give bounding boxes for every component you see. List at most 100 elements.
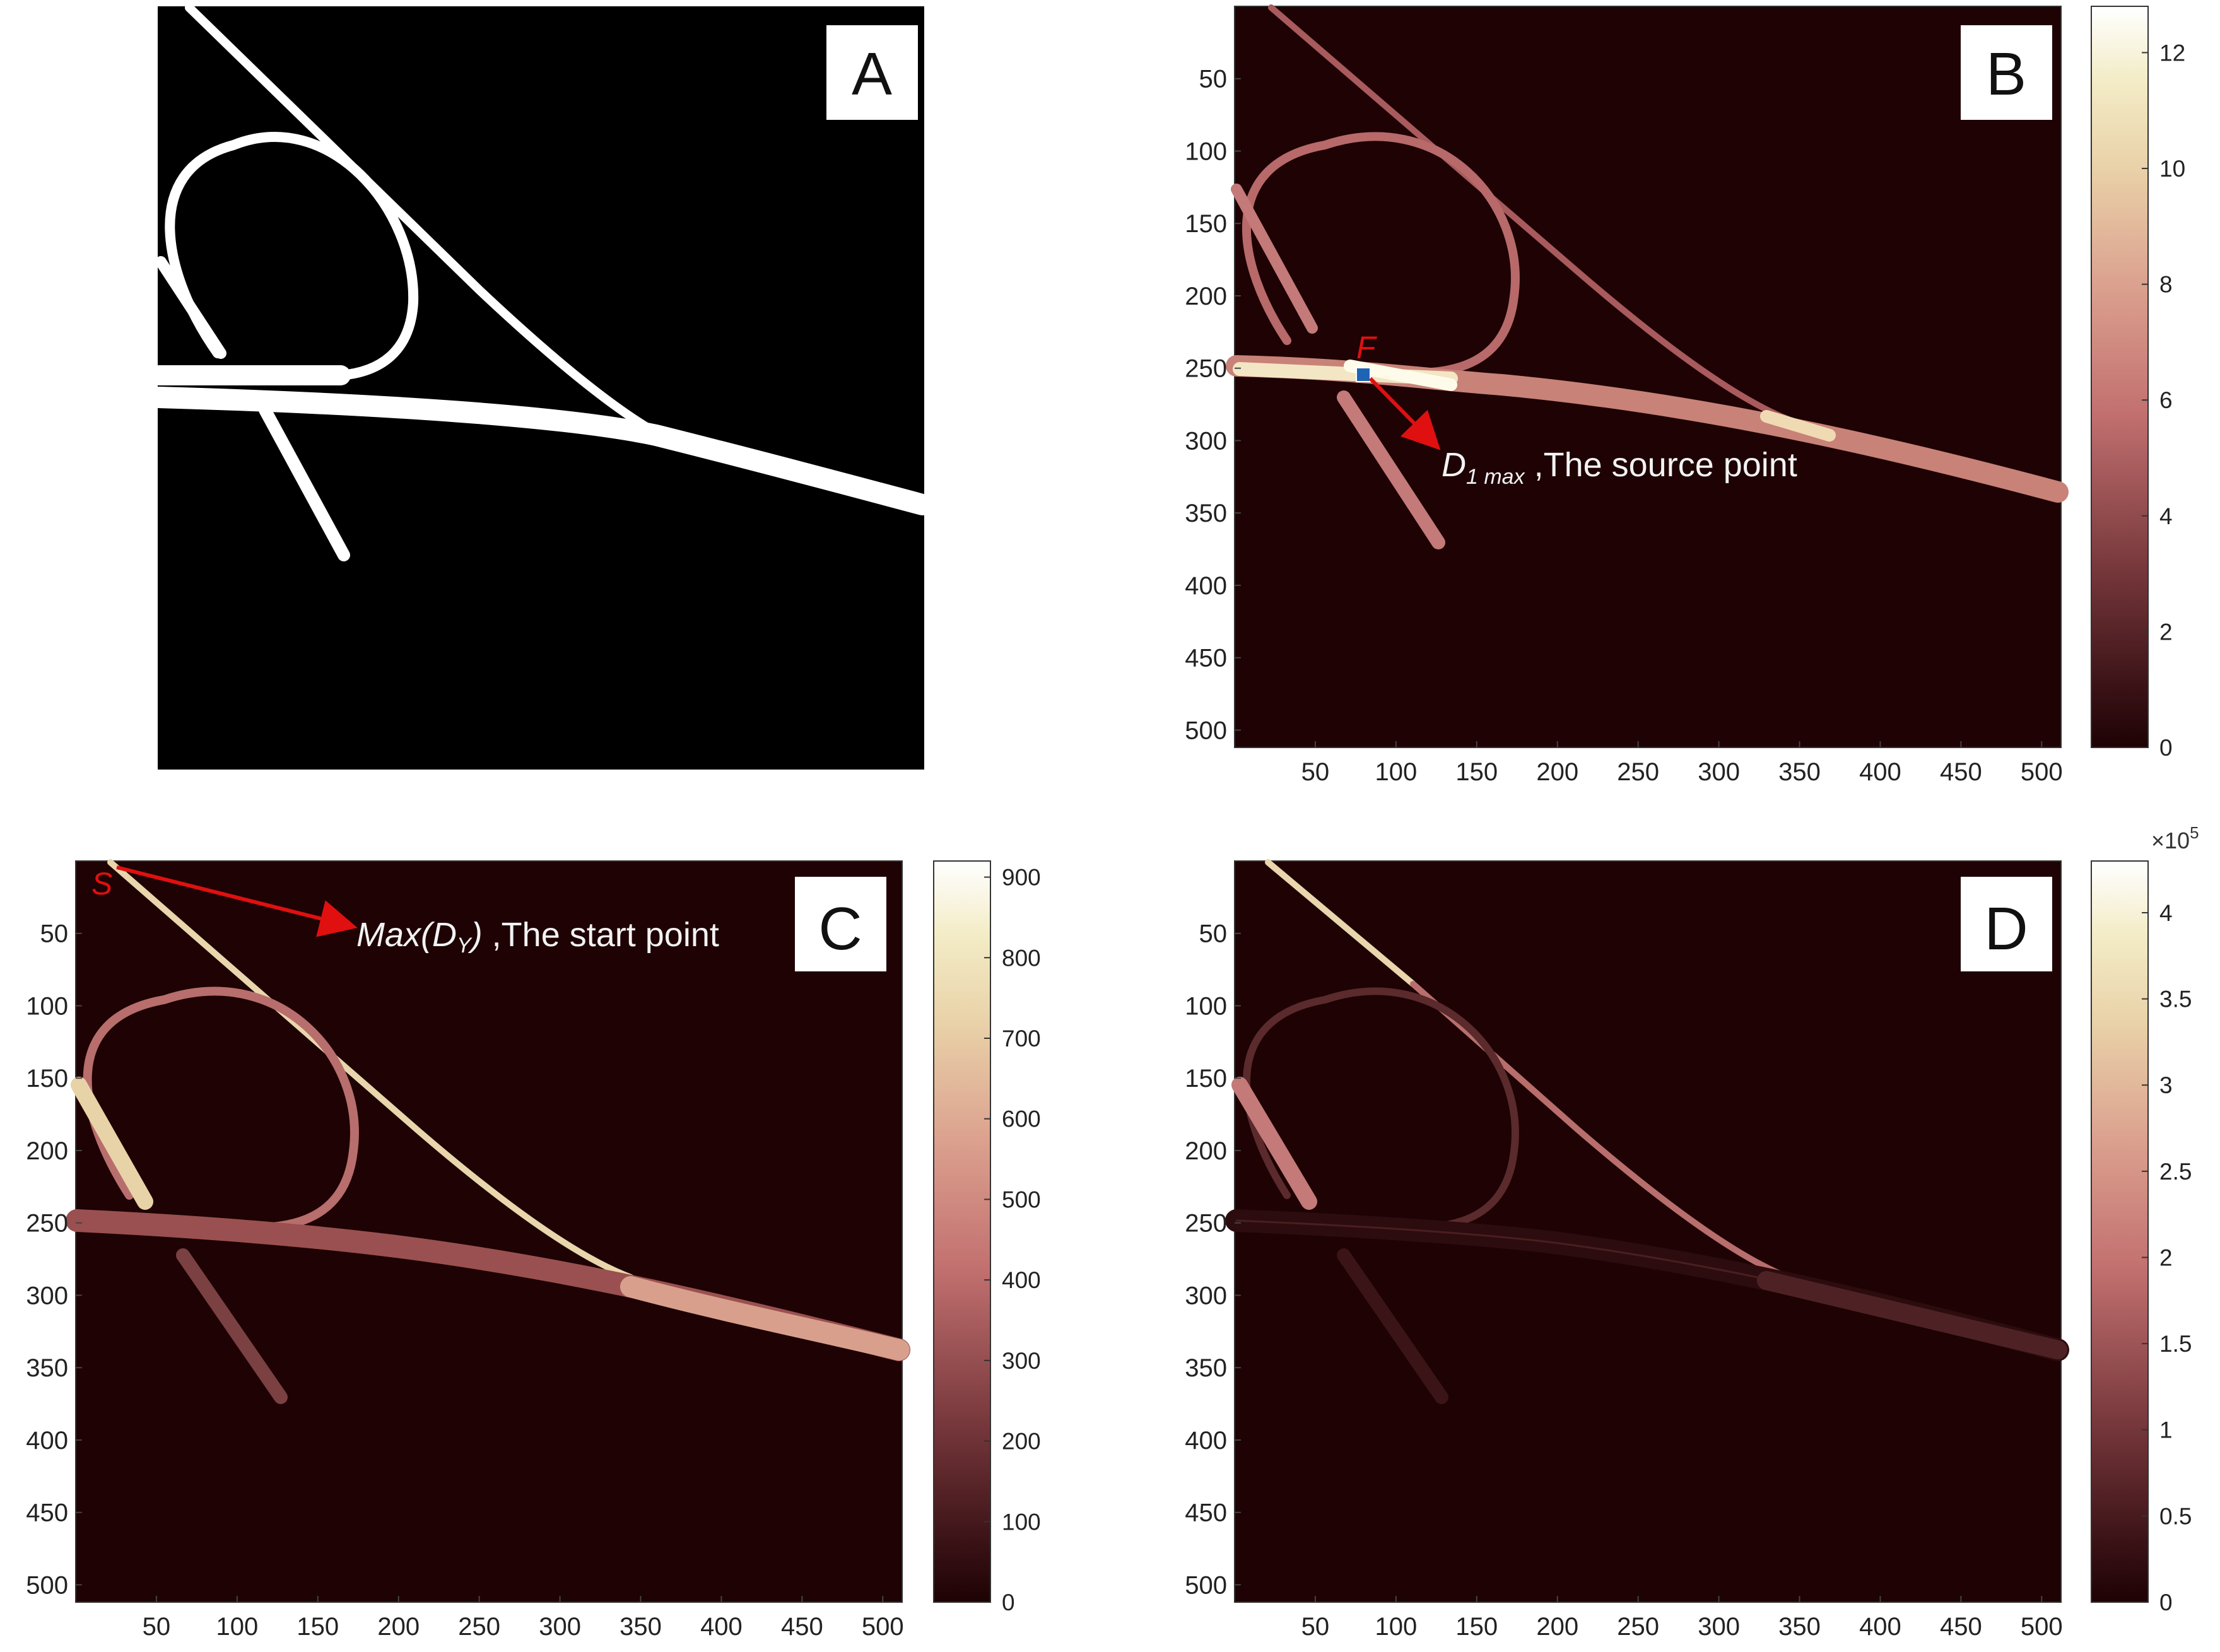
x-tick-label: 100 bbox=[216, 1613, 258, 1641]
colorbar-tick-label: 2.5 bbox=[2159, 1159, 2192, 1185]
x-tick-label: 350 bbox=[620, 1613, 662, 1641]
annotation-start-point: Max(DY) ,The start point bbox=[356, 916, 719, 958]
binary-image bbox=[158, 6, 924, 770]
product-map-d bbox=[1225, 859, 2069, 1404]
colorbar-b: 0 2 4 6 8 10 12 bbox=[2091, 6, 2185, 761]
y-axis-d: 50 100 150 200 250 300 350 400 450 500 bbox=[1185, 920, 1241, 1599]
y-tick-label: 500 bbox=[1185, 1571, 1227, 1599]
y-axis-b: 50 100 150 200 250 300 350 400 450 500 bbox=[1185, 66, 1241, 744]
y-tick-label: 350 bbox=[26, 1354, 68, 1382]
colorbar-tick-label: 0 bbox=[1002, 1590, 1015, 1615]
x-tick-label: 50 bbox=[1301, 1613, 1330, 1641]
panel-letter-a: A bbox=[852, 40, 892, 108]
colorbar-tick-label: 900 bbox=[1002, 865, 1041, 891]
panel-letter-c: C bbox=[818, 895, 862, 963]
point-label-s: S bbox=[91, 866, 112, 901]
y-tick-label: 450 bbox=[1185, 1499, 1227, 1527]
x-tick-label: 500 bbox=[862, 1613, 904, 1641]
y-tick-label: 100 bbox=[1185, 992, 1227, 1020]
colorbar-c: 0 100 200 300 400 500 600 700 800 900 bbox=[933, 860, 1041, 1615]
panel-letter-d: D bbox=[1984, 895, 2028, 963]
y-tick-label: 50 bbox=[1199, 66, 1228, 93]
y-tick-label: 150 bbox=[26, 1065, 68, 1093]
colorbar-tick-label: 400 bbox=[1002, 1267, 1041, 1293]
y-tick-label: 200 bbox=[1185, 1137, 1227, 1165]
colorbar-tick-label: 800 bbox=[1002, 945, 1041, 971]
colorbar-tick-label: 8 bbox=[2159, 272, 2173, 298]
geodesic-map-c bbox=[66, 859, 910, 1404]
x-tick-label: 100 bbox=[1375, 758, 1417, 786]
y-tick-label: 250 bbox=[26, 1210, 68, 1238]
colorbar-tick-label: 0.5 bbox=[2159, 1503, 2192, 1529]
colorbar-tick-label: 12 bbox=[2159, 40, 2185, 66]
y-tick-label: 300 bbox=[1185, 427, 1227, 455]
panel-letter-b: B bbox=[1986, 40, 2026, 108]
y-tick-label: 400 bbox=[1185, 572, 1227, 600]
arrow-to-source bbox=[1368, 377, 1441, 450]
x-tick-label: 450 bbox=[1940, 758, 1982, 786]
x-tick-label: 200 bbox=[1536, 758, 1578, 786]
x-axis-b: 50 100 150 200 250 300 350 400 450 500 bbox=[1301, 741, 2063, 786]
panel-b: B F D1 max ,The source point 50100150200… bbox=[1185, 4, 2185, 786]
colorbar-tick-label: 2 bbox=[2159, 1245, 2173, 1270]
point-label-f: F bbox=[1356, 330, 1377, 365]
x-tick-label: 300 bbox=[1698, 1613, 1740, 1641]
x-axis-d: 50 100 150 200 250 300 350 400 450 500 bbox=[1301, 1596, 2063, 1641]
colorbar-tick-label: 1.5 bbox=[2159, 1331, 2192, 1357]
colorbar-tick-label: 4 bbox=[2159, 900, 2173, 926]
x-tick-label: 300 bbox=[1698, 758, 1740, 786]
colorbar-exponent: ×105 bbox=[2151, 823, 2199, 853]
x-tick-label: 500 bbox=[2021, 758, 2063, 786]
panel-c: C S Max(DY) ,The start point 50 100 150 200… bbox=[26, 859, 1041, 1641]
x-tick-label: 150 bbox=[1455, 758, 1498, 786]
panel-letter-box bbox=[795, 877, 886, 971]
x-tick-label: 450 bbox=[781, 1613, 823, 1641]
panel-a: A bbox=[148, 3, 933, 770]
x-tick-label: 200 bbox=[1536, 1613, 1578, 1641]
y-tick-label: 200 bbox=[1185, 283, 1227, 310]
colorbar-d: 0 0.5 1 1.5 2 2.5 3 3.5 4 ×105 bbox=[2091, 823, 2199, 1615]
y-tick-label: 200 bbox=[26, 1137, 68, 1165]
panel-d: D 50 100 150 200 250 300 350 400 450 500 50 100 150… bbox=[1185, 823, 2199, 1641]
y-tick-label: 500 bbox=[26, 1571, 68, 1599]
x-tick-label: 50 bbox=[1301, 758, 1330, 786]
x-tick-label: 100 bbox=[1375, 1613, 1417, 1641]
y-tick-label: 300 bbox=[1185, 1282, 1227, 1309]
y-tick-label: 250 bbox=[1185, 355, 1227, 383]
y-tick-label: 100 bbox=[26, 992, 68, 1020]
x-tick-label: 250 bbox=[458, 1613, 500, 1641]
colorbar-tick-label: 200 bbox=[1002, 1429, 1041, 1455]
x-tick-label: 150 bbox=[1455, 1613, 1498, 1641]
x-tick-label: 150 bbox=[297, 1613, 339, 1641]
x-tick-label: 350 bbox=[1778, 1613, 1821, 1641]
y-tick-label: 150 bbox=[1185, 1065, 1227, 1093]
x-tick-label: 400 bbox=[1859, 758, 1901, 786]
y-tick-label: 150 bbox=[1185, 210, 1227, 238]
y-tick-label: 500 bbox=[1185, 717, 1227, 744]
annotation-source-point: D1 max ,The source point bbox=[1442, 446, 1797, 489]
colorbar-tick-label: 0 bbox=[2159, 735, 2173, 761]
y-tick-label: 100 bbox=[1185, 138, 1227, 165]
source-point-marker bbox=[1356, 367, 1371, 382]
x-tick-label: 50 bbox=[143, 1613, 171, 1641]
x-tick-label: 450 bbox=[1940, 1613, 1982, 1641]
y-axis-c: 50 100 150 200 250 300 350 400 450 500 bbox=[26, 920, 82, 1599]
x-tick-label: 200 bbox=[377, 1613, 420, 1641]
x-tick-label: 250 bbox=[1617, 1613, 1659, 1641]
panel-letter-box bbox=[1961, 25, 2052, 120]
colorbar-tick-label: 6 bbox=[2159, 387, 2173, 413]
y-tick-label: 50 bbox=[1199, 920, 1228, 948]
x-axis-c: 50 100 150 200 250 300 350 400 450 500 bbox=[143, 1596, 904, 1641]
colorbar-tick-label: 300 bbox=[1002, 1348, 1041, 1374]
colorbar-tick-label: 3 bbox=[2159, 1072, 2173, 1098]
road-network-binary bbox=[148, 3, 933, 561]
y-tick-label: 400 bbox=[1185, 1427, 1227, 1455]
y-tick-label: 450 bbox=[1185, 645, 1227, 672]
colorbar-tick-label: 2 bbox=[2159, 619, 2173, 645]
colorbar-tick-label: 0 bbox=[2159, 1590, 2173, 1615]
colorbar-tick-label: 3.5 bbox=[2159, 987, 2192, 1012]
y-tick-label: 50 bbox=[40, 920, 69, 948]
y-tick-label: 350 bbox=[1185, 1354, 1227, 1382]
colorbar-tick-label: 10 bbox=[2159, 156, 2185, 182]
